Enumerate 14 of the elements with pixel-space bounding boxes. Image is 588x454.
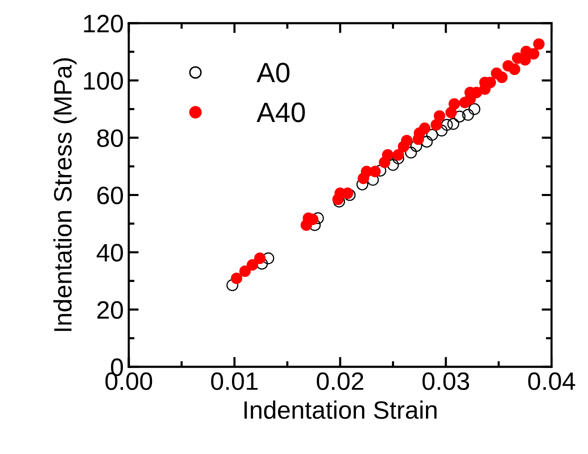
x-axis-title: Indentation Strain — [244, 400, 437, 419]
legend-label: A40 — [256, 102, 305, 122]
legend-label: A0 — [256, 62, 290, 82]
y-tick-label: 120 — [84, 14, 123, 32]
y-axis-title: Indentation Stress (MPa) — [53, 58, 77, 331]
x-tick-label: 0.03 — [422, 372, 470, 390]
y-tick-label: 80 — [97, 129, 123, 148]
x-tick-label: 0.01 — [211, 372, 258, 390]
x-tick-label: 0.02 — [316, 372, 364, 390]
y-tick-label: 100 — [84, 72, 123, 90]
y-tick-label: 40 — [96, 244, 123, 262]
y-tick-label: 60 — [97, 186, 123, 204]
x-tick-label: 0.04 — [528, 372, 576, 390]
y-tick-label: 20 — [97, 301, 123, 319]
